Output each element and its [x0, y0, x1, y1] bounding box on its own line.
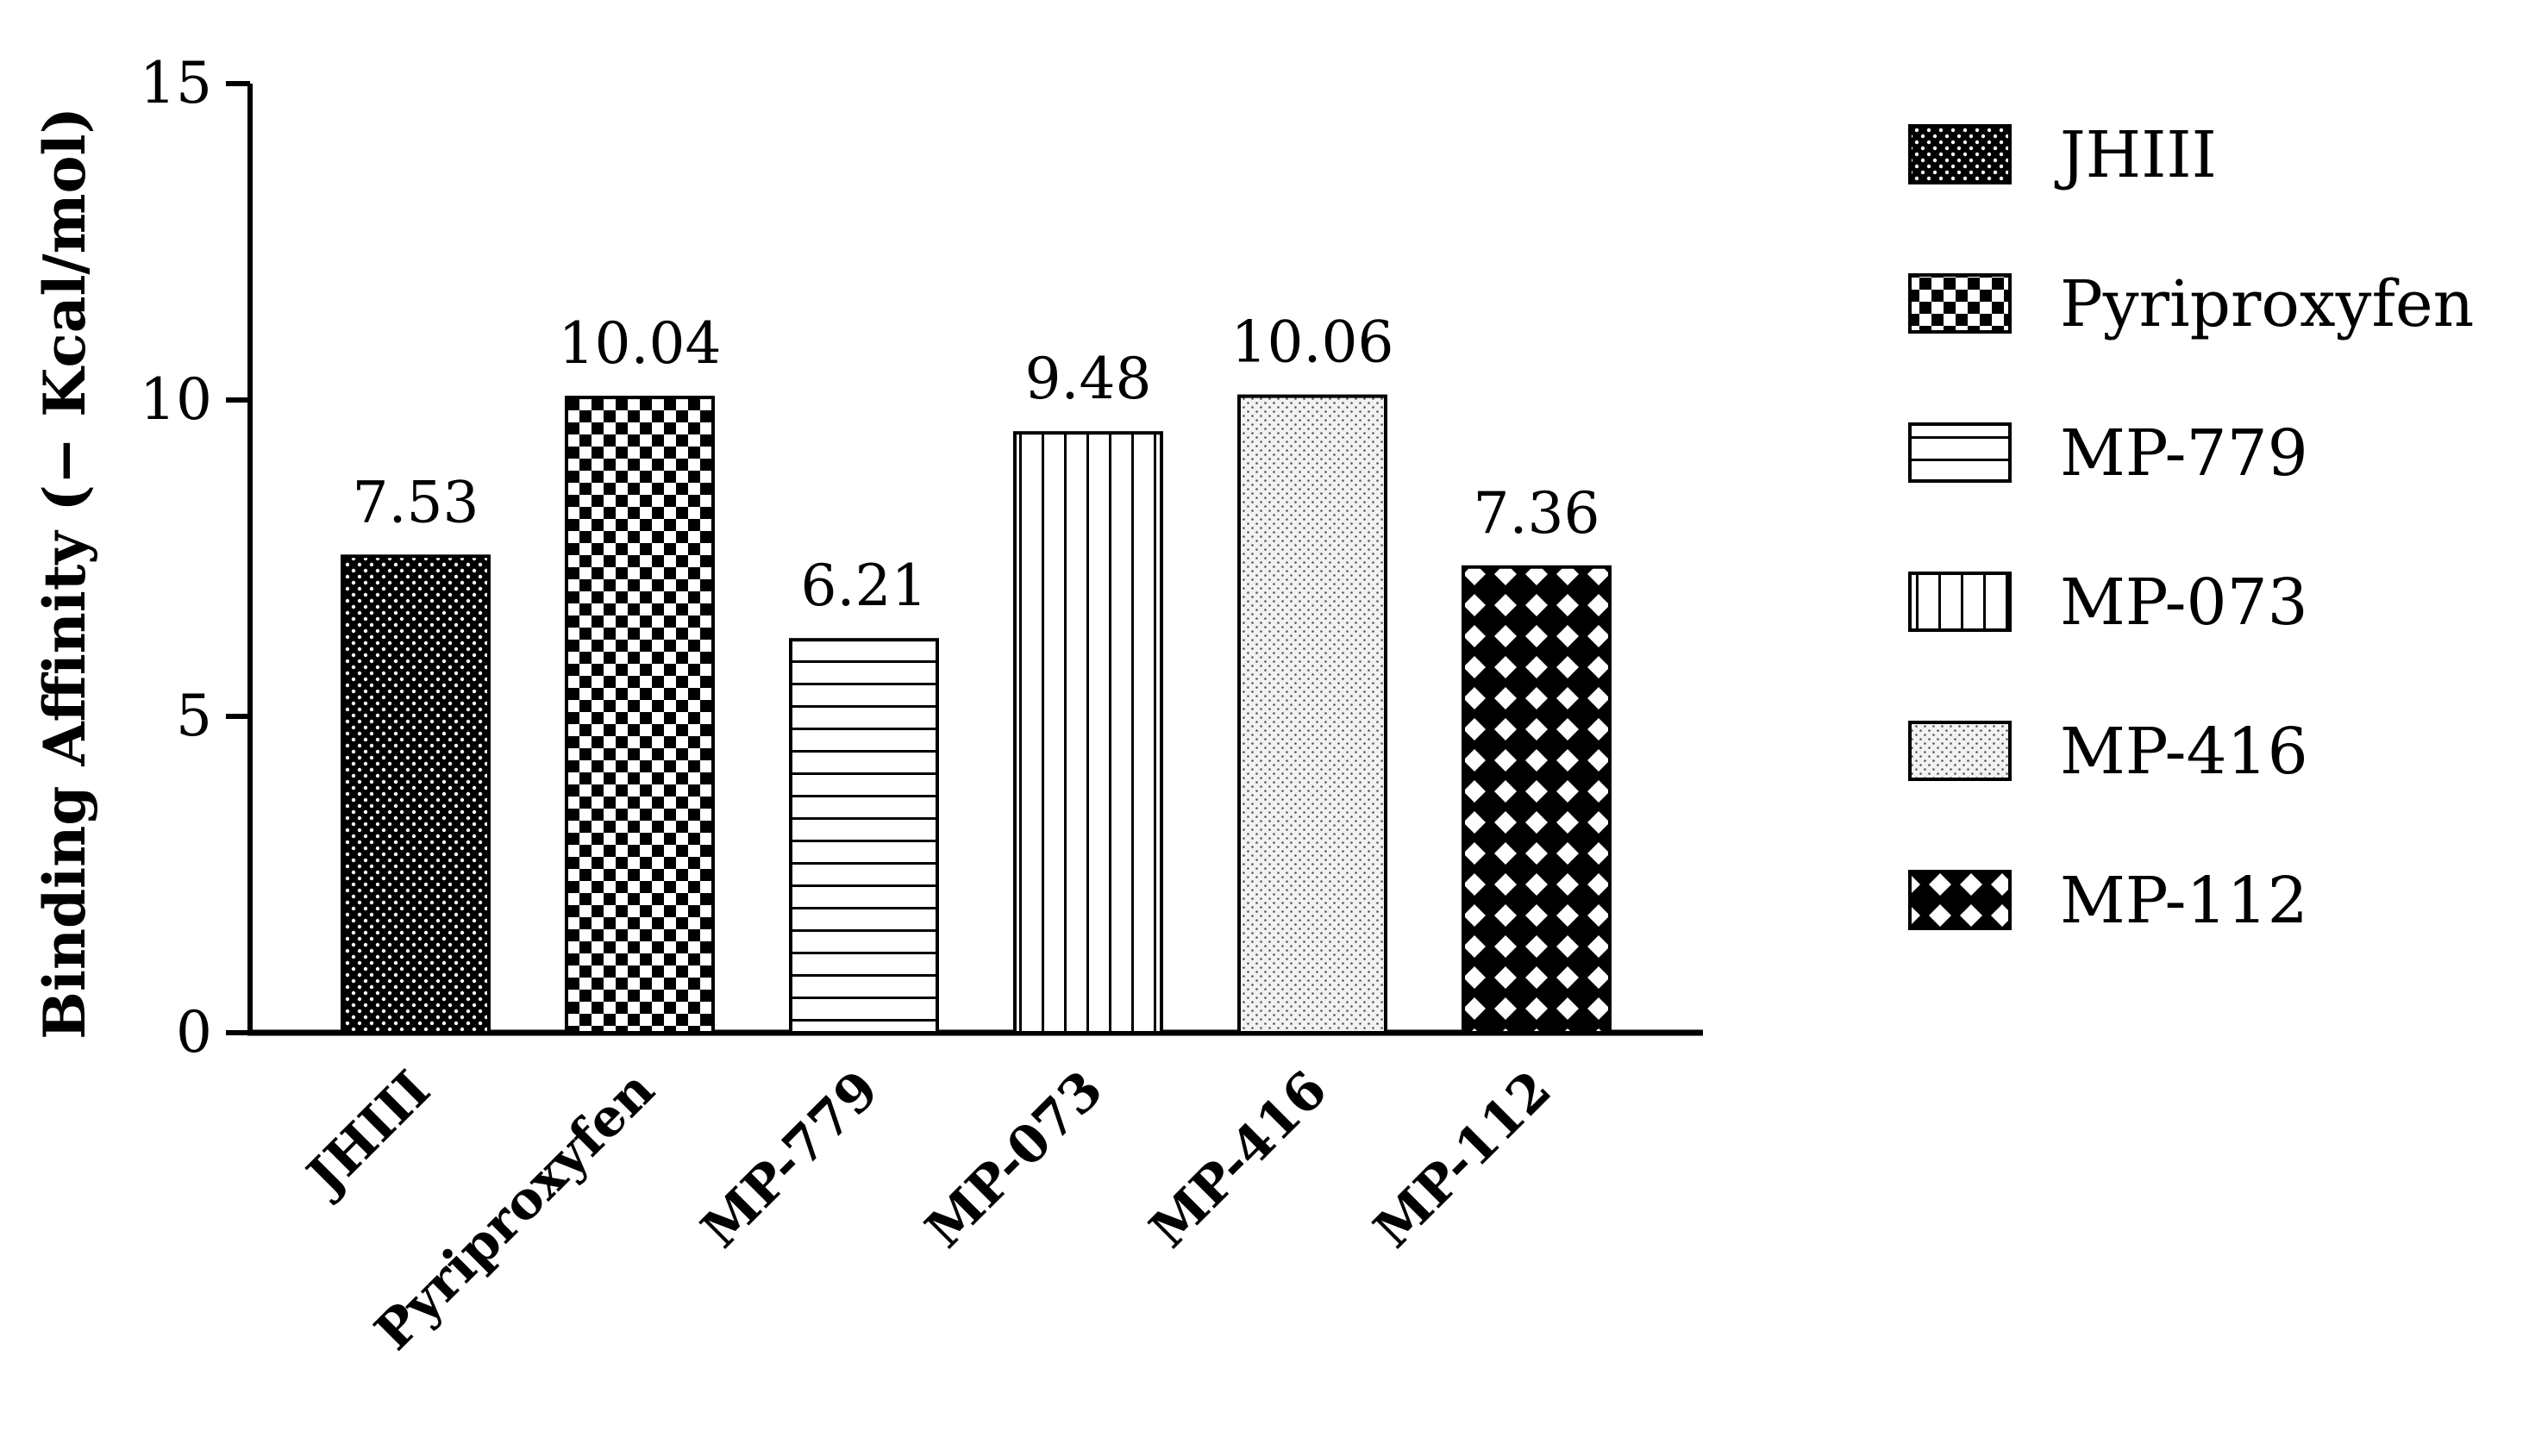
legend-swatch	[1908, 721, 2012, 781]
value-label: 7.36	[1474, 480, 1600, 547]
value-label: 9.48	[1025, 346, 1152, 412]
legend-item: MP-416	[1908, 715, 2308, 789]
x-tick-label: MP-779	[690, 1059, 890, 1259]
legend-swatch	[1908, 422, 2012, 483]
y-tick-label: 15	[140, 50, 212, 116]
legend-item: MP-112	[1908, 864, 2308, 938]
value-label: 10.04	[559, 310, 722, 377]
value-label: 10.06	[1231, 309, 1394, 376]
legend-swatch	[1908, 273, 2012, 334]
legend-label: MP-112	[2060, 864, 2308, 938]
bar-mp-416	[1237, 394, 1387, 1034]
bar-mp-073	[1013, 431, 1163, 1034]
value-label-group: 7.53 10.04 6.21 9.48 10.06 7.36	[353, 309, 1600, 620]
bar-mp-112	[1462, 565, 1612, 1034]
legend-label: MP-073	[2060, 566, 2308, 640]
y-tick-label: 5	[176, 683, 212, 749]
bar-mp-779	[789, 638, 939, 1034]
legend: JHIII Pyriproxyfen MP-779 MP-073 MP-416 MP-11…	[1908, 118, 2474, 938]
legend-label: JHIII	[2054, 118, 2217, 192]
legend-item: MP-073	[1908, 566, 2308, 640]
bar-group	[341, 394, 1612, 1034]
legend-label: Pyriproxyfen	[2060, 267, 2474, 341]
value-label: 6.21	[801, 553, 928, 619]
legend-item: JHIII	[1908, 118, 2217, 192]
legend-label: MP-416	[2060, 715, 2308, 789]
bar-pyriproxyfen	[565, 396, 715, 1034]
legend-swatch	[1908, 572, 2012, 632]
y-tick-label: 10	[140, 366, 212, 433]
y-axis: 0 5 10 15	[140, 50, 253, 1065]
bar-jhiii	[341, 554, 491, 1034]
x-tick-label: MP-416	[1138, 1059, 1338, 1259]
x-tick-label: MP-112	[1362, 1059, 1562, 1259]
x-tick-label: JHIII	[293, 1059, 442, 1209]
legend-swatch	[1908, 870, 2012, 930]
y-tick-label: 0	[176, 999, 212, 1065]
plot-area: 0 5 10 15 7.53 10.04 6.21 9.48 10.06 7.36 JHIIIP…	[140, 50, 1703, 1362]
y-axis-title: Binding Affinity (− Kcal/mol)	[31, 107, 98, 1040]
legend-swatch	[1908, 124, 2012, 184]
legend-item: MP-779	[1908, 416, 2308, 491]
value-label: 7.53	[353, 469, 479, 535]
legend-item: Pyriproxyfen	[1908, 267, 2474, 341]
x-tick-label: MP-073	[914, 1059, 1114, 1259]
legend-label: MP-779	[2060, 416, 2308, 491]
